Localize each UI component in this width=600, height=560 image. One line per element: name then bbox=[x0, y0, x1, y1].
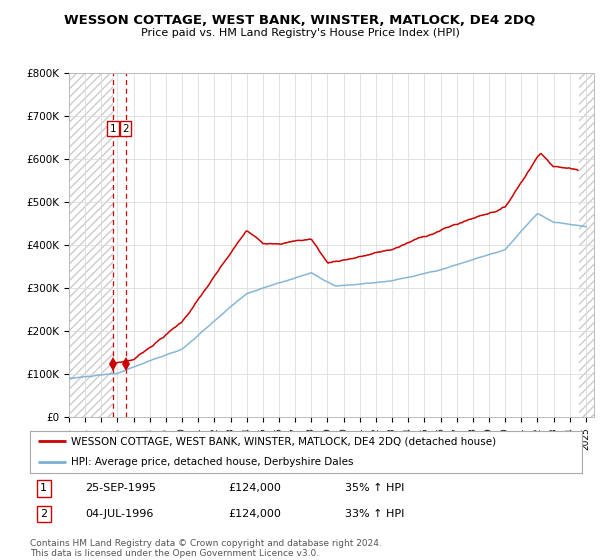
Text: 1: 1 bbox=[40, 483, 47, 493]
Text: 1: 1 bbox=[110, 124, 116, 134]
Text: 2: 2 bbox=[122, 124, 129, 134]
Text: 2: 2 bbox=[40, 509, 47, 519]
Bar bbox=[580, 73, 594, 417]
Text: Contains HM Land Registry data © Crown copyright and database right 2024.
This d: Contains HM Land Registry data © Crown c… bbox=[30, 539, 382, 558]
Text: HPI: Average price, detached house, Derbyshire Dales: HPI: Average price, detached house, Derb… bbox=[71, 458, 354, 467]
Text: £124,000: £124,000 bbox=[229, 483, 281, 493]
Text: 35% ↑ HPI: 35% ↑ HPI bbox=[344, 483, 404, 493]
Text: Price paid vs. HM Land Registry's House Price Index (HPI): Price paid vs. HM Land Registry's House … bbox=[140, 28, 460, 38]
Text: 33% ↑ HPI: 33% ↑ HPI bbox=[344, 509, 404, 519]
Text: 04-JUL-1996: 04-JUL-1996 bbox=[85, 509, 154, 519]
Bar bbox=[69, 73, 113, 417]
Text: WESSON COTTAGE, WEST BANK, WINSTER, MATLOCK, DE4 2DQ: WESSON COTTAGE, WEST BANK, WINSTER, MATL… bbox=[64, 14, 536, 27]
Text: 25-SEP-1995: 25-SEP-1995 bbox=[85, 483, 156, 493]
Text: £124,000: £124,000 bbox=[229, 509, 281, 519]
Text: WESSON COTTAGE, WEST BANK, WINSTER, MATLOCK, DE4 2DQ (detached house): WESSON COTTAGE, WEST BANK, WINSTER, MATL… bbox=[71, 436, 497, 446]
